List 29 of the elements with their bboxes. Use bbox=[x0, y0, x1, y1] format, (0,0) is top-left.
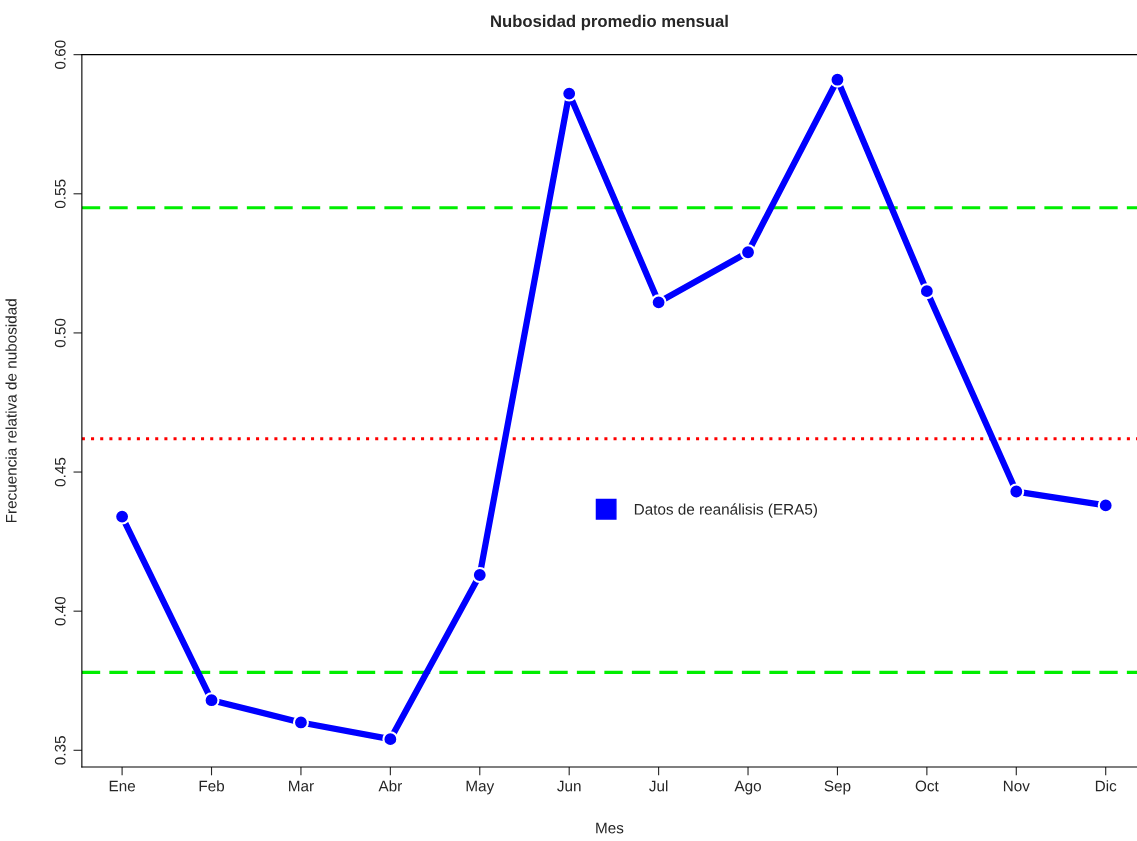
x-tick-label: Oct bbox=[915, 780, 939, 792]
x-tick-label: Abr bbox=[378, 780, 402, 792]
point bbox=[471, 567, 488, 583]
x-tick-label: Ene bbox=[109, 780, 136, 792]
y-tick-label: 0.50 bbox=[54, 318, 66, 348]
y-tick-label: 0.40 bbox=[54, 596, 66, 626]
x-tick-label: Ago bbox=[734, 780, 761, 795]
y-tick-label: 0.60 bbox=[54, 40, 66, 69]
point bbox=[650, 294, 667, 311]
point bbox=[1008, 483, 1025, 500]
point bbox=[292, 714, 309, 731]
x-tick-label: Mar bbox=[289, 780, 314, 792]
x-tick-label: Sep bbox=[824, 780, 851, 795]
chart-title: Nubosidad promedio mensual bbox=[491, 14, 728, 31]
x-tick-label: Jun bbox=[557, 780, 581, 792]
y-axis-title: Frecuencia relativa de nubosidad bbox=[5, 299, 17, 523]
y-tick-label: 0.55 bbox=[54, 179, 66, 209]
x-tick-label: Feb bbox=[199, 780, 225, 792]
x-tick-label: Jul bbox=[649, 780, 668, 792]
y-tick-label: 0.35 bbox=[54, 736, 66, 765]
legend-label: Datos de reanálisis (ERA5) bbox=[634, 503, 817, 518]
x-tick-label: May bbox=[466, 780, 495, 795]
x-tick-label: Dic bbox=[1095, 780, 1117, 792]
point bbox=[829, 71, 846, 88]
point bbox=[1097, 497, 1114, 514]
y-tick-label: 0.45 bbox=[54, 457, 66, 487]
point bbox=[740, 244, 757, 261]
x-tick-label: Nov bbox=[1003, 780, 1030, 792]
x-axis-title: Mes bbox=[596, 822, 624, 834]
